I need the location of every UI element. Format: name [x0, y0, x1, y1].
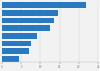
- Bar: [2, 48, 29, 54]
- Bar: [2, 33, 37, 39]
- Bar: [2, 18, 54, 23]
- Bar: [2, 41, 31, 46]
- Bar: [2, 25, 50, 31]
- Bar: [2, 56, 19, 62]
- Bar: [2, 10, 58, 16]
- Bar: [2, 2, 86, 8]
